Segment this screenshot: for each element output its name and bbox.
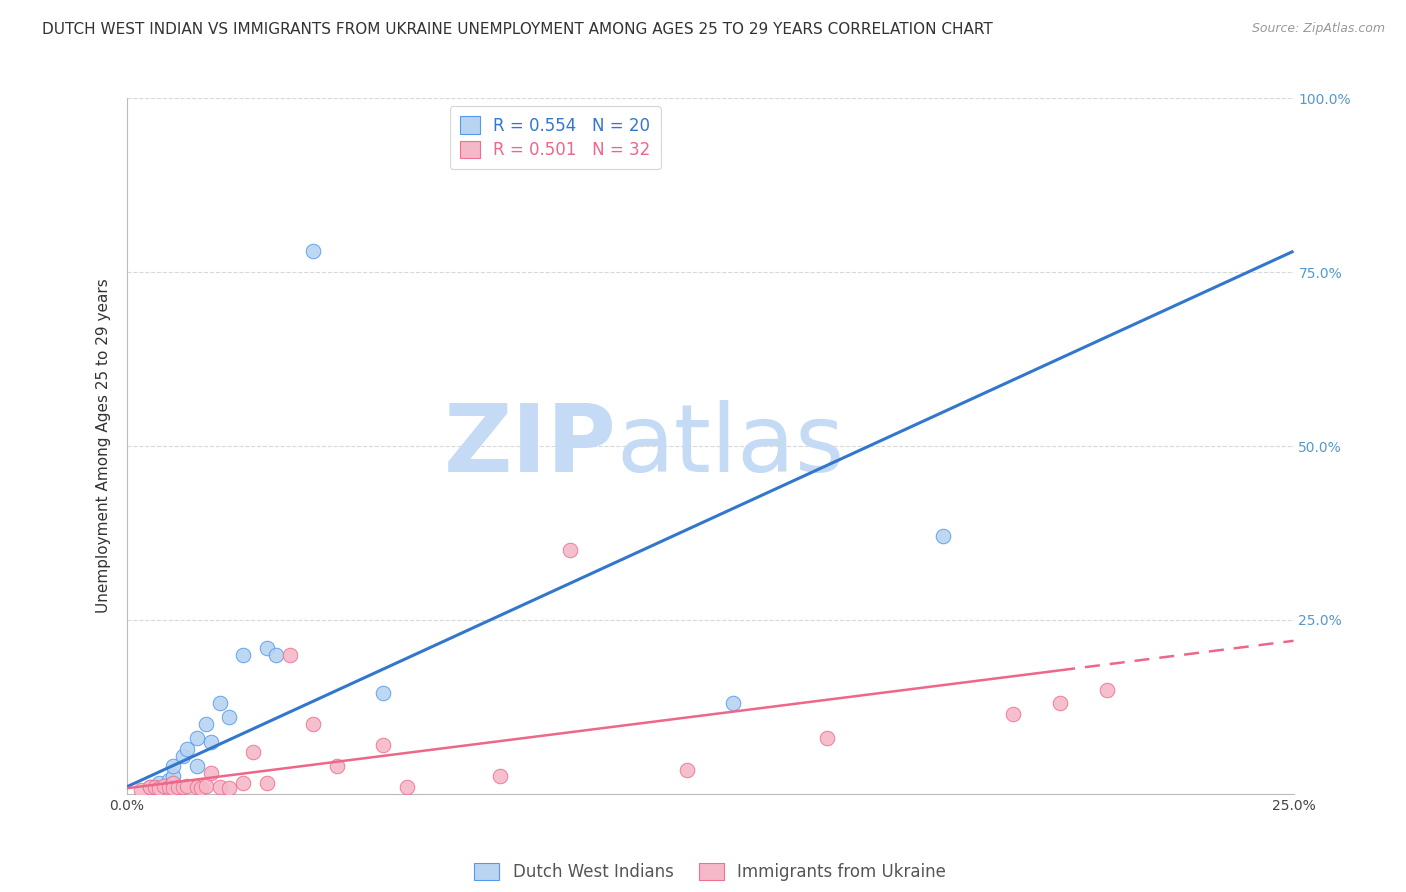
Legend: Dutch West Indians, Immigrants from Ukraine: Dutch West Indians, Immigrants from Ukra…: [465, 855, 955, 889]
Point: [139, 780, 162, 794]
Point: [373, 738, 395, 752]
Point: [256, 640, 278, 655]
Point: [148, 781, 170, 796]
Point: [194, 717, 217, 731]
Point: [153, 779, 176, 793]
Point: [489, 769, 512, 784]
Point: [218, 781, 240, 796]
Text: DUTCH WEST INDIAN VS IMMIGRANTS FROM UKRAINE UNEMPLOYMENT AMONG AGES 25 TO 29 YE: DUTCH WEST INDIAN VS IMMIGRANTS FROM UKR…: [42, 22, 993, 37]
Point: [395, 780, 418, 794]
Text: Source: ZipAtlas.com: Source: ZipAtlas.com: [1251, 22, 1385, 36]
Text: atlas: atlas: [617, 400, 845, 492]
Point: [162, 781, 184, 796]
Point: [1049, 697, 1071, 711]
Point: [129, 783, 152, 797]
Point: [190, 781, 212, 796]
Point: [162, 759, 184, 773]
Text: ZIP: ZIP: [444, 400, 617, 492]
Point: [176, 779, 198, 793]
Point: [256, 776, 278, 790]
Point: [162, 776, 184, 790]
Point: [186, 731, 208, 746]
Point: [264, 648, 287, 662]
Point: [157, 772, 180, 787]
Point: [162, 769, 184, 784]
Point: [176, 741, 198, 756]
Point: [278, 648, 301, 662]
Point: [242, 745, 264, 759]
Point: [302, 717, 325, 731]
Point: [723, 697, 745, 711]
Point: [208, 780, 231, 794]
Point: [232, 648, 254, 662]
Y-axis label: Unemployment Among Ages 25 to 29 years: Unemployment Among Ages 25 to 29 years: [96, 278, 111, 614]
Point: [148, 776, 170, 790]
Point: [186, 759, 208, 773]
Point: [558, 543, 581, 558]
Point: [302, 244, 325, 259]
Point: [932, 529, 955, 543]
Point: [167, 780, 190, 794]
Point: [373, 686, 395, 700]
Point: [208, 697, 231, 711]
Point: [1095, 682, 1118, 697]
Point: [172, 780, 194, 794]
Point: [200, 766, 222, 780]
Point: [139, 780, 162, 794]
Point: [815, 731, 838, 746]
Point: [172, 748, 194, 763]
Point: [675, 763, 697, 777]
Point: [194, 779, 217, 793]
Point: [143, 780, 166, 794]
Point: [232, 776, 254, 790]
Point: [186, 780, 208, 794]
Point: [200, 735, 222, 749]
Point: [325, 759, 347, 773]
Point: [218, 710, 240, 724]
Point: [1002, 706, 1025, 721]
Point: [157, 780, 180, 794]
